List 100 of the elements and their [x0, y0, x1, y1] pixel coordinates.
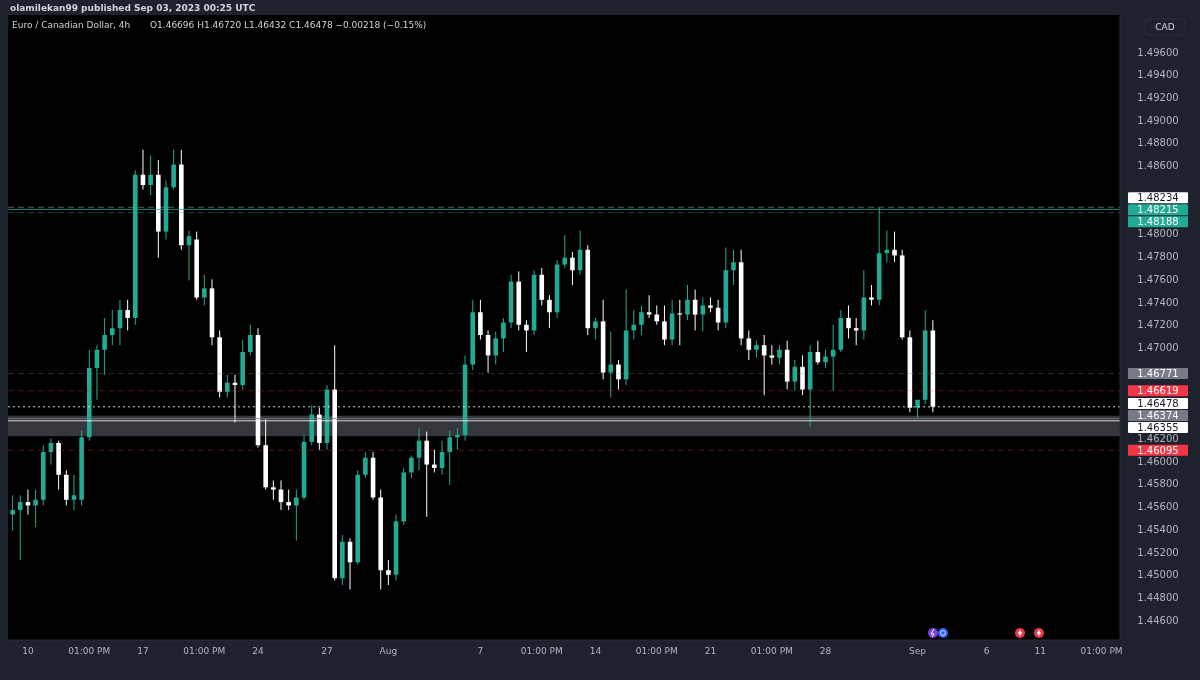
- candlestick: [562, 234, 568, 269]
- ref-line-label: 1.48234: [1137, 192, 1179, 204]
- candlestick: [271, 479, 276, 501]
- candlestick: [171, 149, 176, 191]
- y-tick-label: 1.49200: [1137, 92, 1179, 103]
- x-tick-label: 01:00 PM: [183, 646, 226, 656]
- y-tick-label: 1.45800: [1137, 478, 1179, 490]
- ref-line-label: 1.46095: [1137, 444, 1179, 456]
- y-tick-label: 1.44800: [1137, 592, 1179, 603]
- y-tick-label: 1.49600: [1137, 46, 1179, 58]
- text: O1.46696 H1.46720 L1.46432 C1.46478 −0.00218 (−0.15%): [150, 20, 427, 30]
- candlestick: [493, 331, 499, 366]
- x-tick-label: 01:00 PM: [750, 646, 793, 656]
- ref-line-label: 1.46771: [1137, 368, 1179, 380]
- candlestick: [677, 299, 683, 346]
- x-tick-label: 27: [321, 646, 333, 656]
- candlestick: [409, 454, 414, 479]
- candlestick: [593, 317, 598, 341]
- x-tick-label: 6: [983, 646, 990, 656]
- y-tick-label: 1.45200: [1137, 546, 1179, 558]
- ref-line-label: 1.46478: [1137, 397, 1179, 409]
- candlestick: [777, 344, 782, 366]
- candlestick: [524, 319, 529, 353]
- candlestick: [110, 309, 115, 346]
- candlestick: [225, 374, 230, 398]
- candlestick: [10, 494, 15, 531]
- candlestick: [685, 284, 690, 321]
- y-tick-label: 1.45600: [1137, 501, 1179, 513]
- candlestick: [294, 489, 299, 542]
- candlestick: [830, 324, 836, 392]
- candlestick: [71, 474, 77, 511]
- candlestick: [639, 304, 644, 336]
- y-tick-label: 1.49000: [1137, 114, 1179, 126]
- x-tick-label: 28: [819, 646, 832, 656]
- candlestick: [248, 324, 253, 356]
- candlestick: [33, 489, 38, 528]
- y-tick-label: 1.47000: [1137, 342, 1179, 353]
- candlestick: [570, 251, 575, 286]
- y-tick-label: 1.48800: [1137, 137, 1179, 149]
- candlestick: [432, 449, 437, 473]
- candlestick: [202, 274, 207, 306]
- y-tick-label: 1.47800: [1137, 251, 1179, 263]
- candlestick: [631, 309, 637, 341]
- candlestick: [846, 304, 851, 339]
- x-tick-label: 21: [704, 646, 717, 656]
- y-tick-label: 1.45400: [1137, 523, 1179, 535]
- x-tick-label: 01:00 PM: [68, 646, 111, 656]
- y-tick-label: 1.46200: [1137, 432, 1179, 444]
- x-tick-label: 24: [252, 646, 265, 656]
- x-tick-label: 7: [477, 646, 484, 656]
- candlestick: [386, 559, 391, 586]
- candlestick: [17, 494, 23, 561]
- candlestick: [478, 299, 483, 341]
- candlestick: [731, 249, 736, 286]
- candlestick: [501, 317, 506, 353]
- ref-line-label: 1.46374: [1137, 409, 1179, 421]
- candlestick: [654, 304, 660, 326]
- x-tick-label: 10: [22, 646, 34, 656]
- candlestick: [769, 344, 775, 366]
- y-tick-label: 1.47400: [1137, 296, 1179, 308]
- y-tick-label: 1.44600: [1137, 614, 1179, 626]
- candlestick: [455, 427, 460, 451]
- x-tick-label: Aug: [379, 646, 398, 656]
- x-tick-label: 01:00 PM: [635, 646, 678, 656]
- y-tick-label: 1.45000: [1137, 569, 1179, 581]
- candlestick: [892, 231, 897, 263]
- candlestick: [148, 154, 153, 196]
- candlestick: [700, 297, 706, 333]
- text: Euro / Canadian Dollar, 4h: [12, 20, 131, 30]
- x-tick-label: 17: [137, 646, 149, 656]
- y-tick-label: 1.48000: [1137, 228, 1179, 240]
- x-tick-label: 01:00 PM: [1080, 646, 1123, 656]
- candlestick: [616, 359, 621, 391]
- candlestick: [646, 294, 652, 319]
- ref-line-label: 1.46355: [1137, 421, 1179, 433]
- candlestick: [363, 451, 368, 479]
- candlestick: [662, 304, 667, 346]
- candlestick: [286, 489, 291, 511]
- y-tick-label: 1.47200: [1137, 319, 1179, 331]
- x-tick-label: Sep: [909, 646, 927, 656]
- x-tick-label: 14: [589, 646, 602, 656]
- y-tick-label: 1.46000: [1137, 455, 1179, 467]
- candlestick: [424, 431, 430, 518]
- y-axis-title: CAD: [1155, 22, 1175, 33]
- candlestick: [869, 284, 874, 306]
- y-tick-label: 1.48600: [1137, 160, 1179, 172]
- candlestick: [447, 429, 453, 486]
- text: olamilekan99 published Sep 03, 2023 00:25 UTC: [10, 3, 256, 13]
- candlestick: [800, 354, 805, 396]
- candlestick: [102, 317, 107, 376]
- candlestick: [125, 299, 130, 331]
- y-tick-label: 1.49400: [1137, 69, 1179, 81]
- y-tick-label: 1.47600: [1137, 273, 1179, 285]
- candlestick: [746, 329, 752, 361]
- ref-line-label: 1.46619: [1137, 385, 1179, 397]
- ref-line-label: 1.48215: [1137, 204, 1179, 216]
- candlestick: [823, 349, 828, 369]
- x-tick-label: 11: [1034, 646, 1046, 656]
- candlestick: [608, 331, 614, 398]
- ref-line-label: 1.48188: [1137, 216, 1179, 228]
